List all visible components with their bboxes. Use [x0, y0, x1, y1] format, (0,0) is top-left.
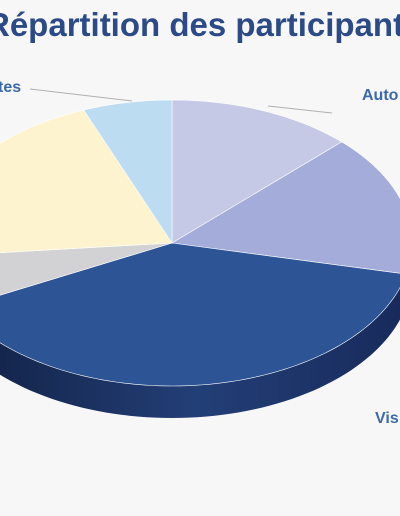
pie-slice-2	[171, 141, 400, 274]
pie-slices	[0, 99, 400, 387]
leader-line-left	[29, 88, 133, 102]
pie-slice-4	[0, 242, 173, 296]
label-auto: Auto	[362, 87, 399, 104]
pie-edge	[0, 287, 400, 418]
label-vis: Vis	[375, 410, 399, 427]
leader-line-right	[267, 105, 333, 114]
pie-3d-edge	[0, 287, 400, 418]
chart-title: Répartition des participants	[0, 6, 400, 43]
pie-slice-3	[0, 242, 400, 387]
pie-slice-5	[0, 109, 173, 253]
pie-slice-6	[83, 99, 173, 244]
pie-slice-1	[171, 99, 343, 244]
label-left: tes	[0, 79, 21, 96]
